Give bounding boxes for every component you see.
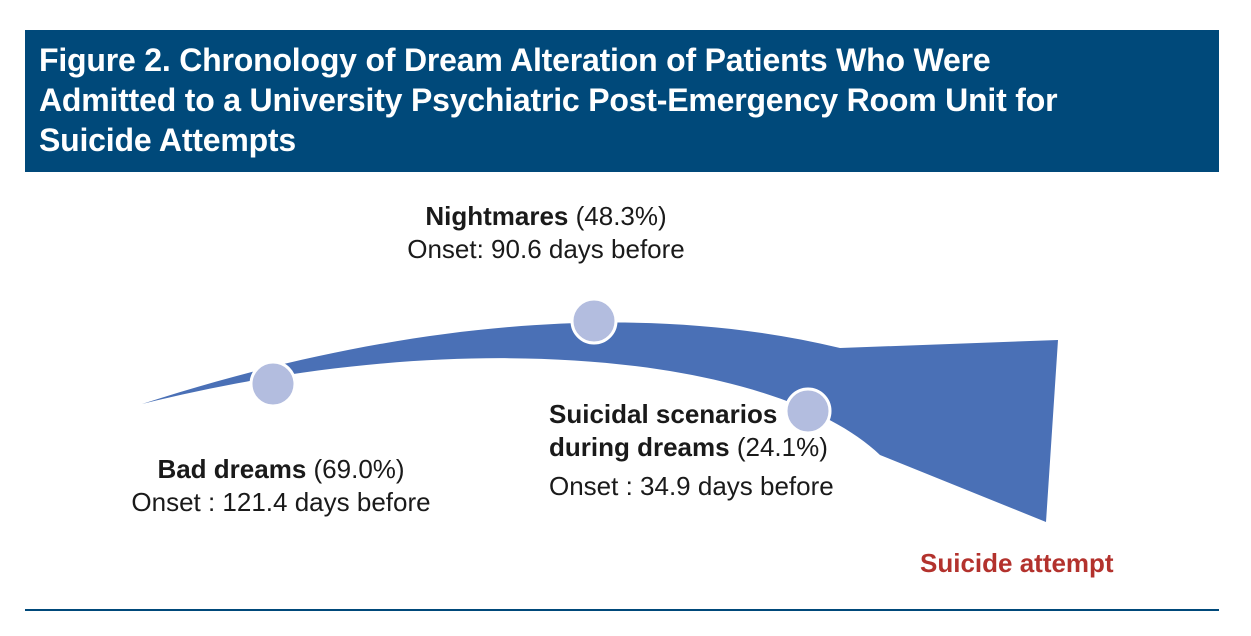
nightmares-percent: (48.3%): [575, 201, 667, 231]
footer-divider: [25, 609, 1219, 611]
suicidal-scenarios-percent: (24.1%): [736, 432, 828, 462]
label-nightmares-heading: Nightmares (48.3%): [396, 200, 696, 233]
figure-title: Figure 2. Chronology of Dream Alteration…: [39, 40, 1205, 160]
figure-title-line-3: Suicide Attempts: [39, 122, 296, 158]
marker-bad-dreams: [249, 360, 297, 408]
suicidal-scenarios-name-line-1: Suicidal scenarios: [549, 399, 778, 429]
bad-dreams-onset: Onset : 121.4 days before: [131, 487, 431, 517]
label-nightmares: Nightmares (48.3%) Onset: 90.6 days befo…: [396, 200, 696, 266]
marker-suicidal-scenarios: [784, 387, 832, 435]
figure-title-line-1: Figure 2. Chronology of Dream Alteration…: [39, 42, 991, 78]
label-bad-dreams: Bad dreams (69.0%) Onset : 121.4 days be…: [121, 453, 441, 519]
nightmares-onset: Onset: 90.6 days before: [407, 234, 685, 264]
figure-title-bar: Figure 2. Chronology of Dream Alteration…: [25, 30, 1219, 172]
figure-title-line-2: Admitted to a University Psychiatric Pos…: [39, 82, 1058, 118]
suicidal-scenarios-onset: Onset : 34.9 days before: [549, 471, 834, 501]
endpoint-label: Suicide attempt: [920, 548, 1114, 578]
bad-dreams-name: Bad dreams: [157, 454, 307, 484]
timeline-arrow: [142, 322, 1058, 522]
nightmares-name: Nightmares: [425, 201, 569, 231]
label-bad-dreams-heading: Bad dreams (69.0%): [121, 453, 441, 486]
bad-dreams-percent: (69.0%): [313, 454, 405, 484]
suicidal-scenarios-name-line-2: during dreams: [549, 432, 730, 462]
marker-nightmares: [570, 297, 618, 345]
label-suicidal-scenarios-heading: during dreams (24.1%): [549, 431, 834, 464]
label-suicidal-scenarios: Suicidal scenarios during dreams (24.1%)…: [549, 398, 834, 503]
